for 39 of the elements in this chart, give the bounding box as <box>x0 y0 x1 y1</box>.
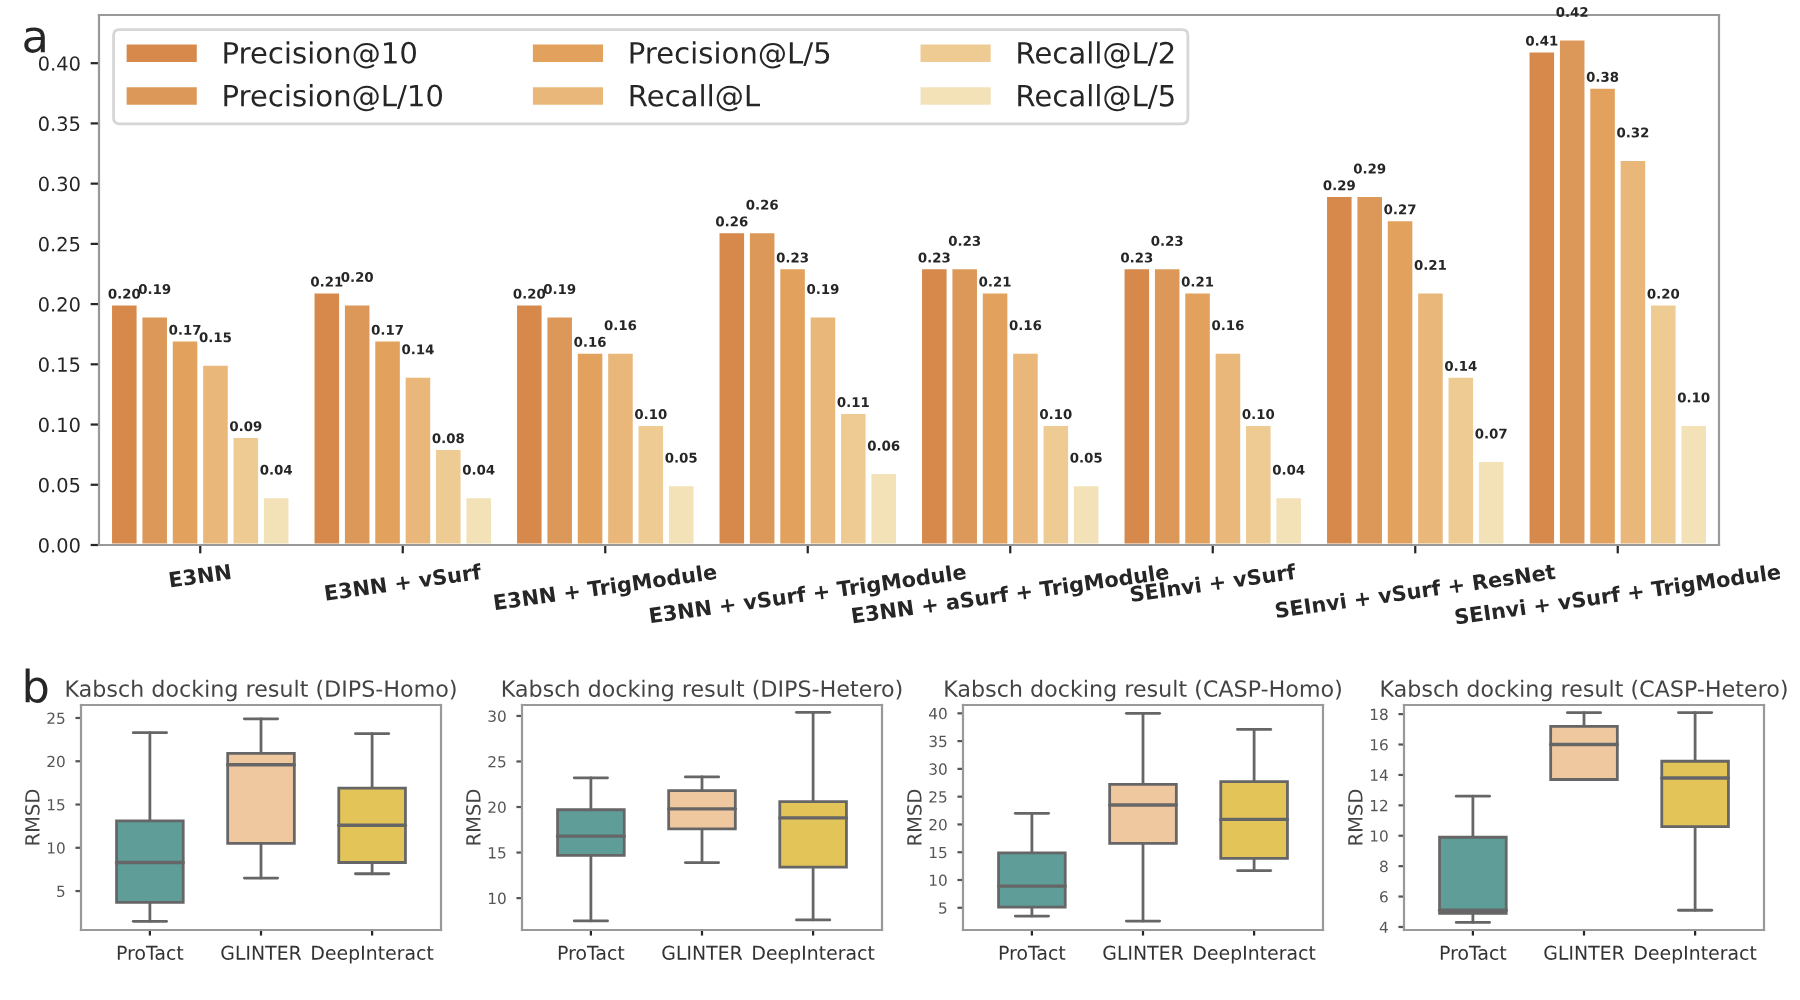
legend-label: Precision@10 <box>224 41 416 69</box>
x-tick-label: E3NN + vSurf <box>324 563 483 601</box>
y-tick-label: 0.20 <box>38 297 80 312</box>
y-axis-title: RMSD <box>1348 789 1363 845</box>
x-tick-label: GLINTER <box>1103 945 1184 960</box>
legend-label: Recall@L <box>630 84 760 112</box>
legend-label: Recall@L/2 <box>1018 41 1174 69</box>
chart-title: Kabsch docking result (DIPS-Hetero) <box>502 679 902 702</box>
x-tick-label: GLINTER <box>662 945 743 960</box>
y-axis-title: RMSD <box>466 789 481 845</box>
chart-title: Kabsch docking result (CASP-Hetero) <box>1381 679 1787 702</box>
y-tick-label: 0.30 <box>38 176 80 192</box>
y-axis-title: RMSD <box>907 789 922 845</box>
chart-title: Kabsch docking result (DIPS-Homo) <box>66 679 456 702</box>
y-tick-label: 0.35 <box>38 116 80 132</box>
y-tick-label: 0.05 <box>38 477 80 493</box>
x-tick-label: GLINTER <box>221 945 302 960</box>
chart-title: Kabsch docking result (CASP-Homo) <box>945 679 1341 702</box>
y-tick-label: 0.25 <box>38 236 80 252</box>
x-tick-label: DeepInteract <box>1635 945 1757 964</box>
legend-label: Recall@L/5 <box>1018 84 1174 112</box>
y-tick-label: 0.15 <box>38 357 80 372</box>
x-tick-label: ProTact <box>1440 945 1507 960</box>
x-tick-label: E3NN <box>169 563 231 588</box>
legend-label: Precision@L/5 <box>630 41 830 69</box>
y-tick-label: 0.00 <box>38 537 80 553</box>
y-tick-label: 0.10 <box>38 417 80 433</box>
x-tick-label: DeepInteract <box>1194 945 1316 964</box>
x-tick-label: DeepInteract <box>312 945 434 964</box>
y-tick-label: 0.40 <box>38 56 80 71</box>
x-tick-label: ProTact <box>117 945 184 960</box>
x-tick-label: ProTact <box>999 945 1066 960</box>
y-axis-title: RMSD <box>25 789 40 845</box>
text: b <box>25 668 48 703</box>
x-tick-label: DeepInteract <box>753 945 875 964</box>
x-tick-label: GLINTER <box>1544 945 1625 960</box>
legend-label: Precision@L/10 <box>224 84 443 112</box>
x-tick-label: ProTact <box>558 945 625 960</box>
text: a <box>24 27 45 53</box>
